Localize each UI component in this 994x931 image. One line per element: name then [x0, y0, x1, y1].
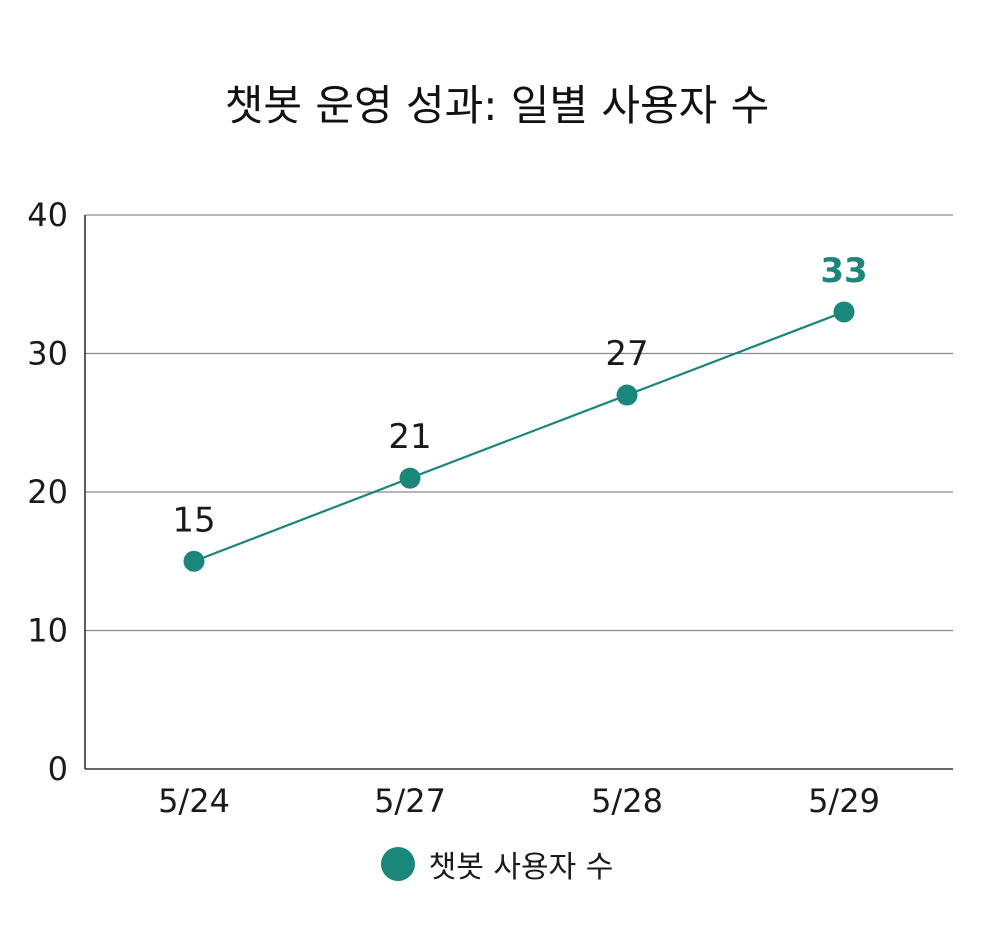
x-tick-label: 5/29	[808, 782, 880, 820]
y-tick-label: 10	[27, 612, 68, 650]
y-tick-label: 20	[27, 473, 68, 511]
x-tick-label: 5/27	[374, 782, 446, 820]
y-tick-label: 0	[48, 750, 68, 788]
data-point	[616, 384, 638, 406]
data-point	[399, 467, 421, 489]
legend-marker	[380, 847, 415, 881]
legend-label: 챗봇 사용자 수	[428, 850, 614, 885]
label-layer: 0 10 20 30 40 5/24 5/27 5/28 5/29 15 21 27 33	[27, 196, 880, 820]
data-point	[833, 301, 855, 323]
legend: 챗봇 사용자 수	[0, 842, 994, 886]
data-label: 27	[605, 334, 648, 374]
data-label: 33	[820, 251, 867, 291]
chart-title: 챗봇 운영 성과: 일별 사용자 수	[224, 81, 770, 130]
data-label: 15	[172, 500, 215, 540]
data-point	[183, 550, 205, 572]
x-tick-label: 5/24	[158, 782, 230, 820]
grid-layer	[85, 214, 953, 632]
axis-layer	[84, 215, 953, 770]
y-tick-label: 30	[27, 335, 68, 373]
y-tick-label: 40	[27, 196, 68, 234]
x-tick-label: 5/28	[591, 782, 663, 820]
series-line	[193, 310, 845, 563]
series-layer	[183, 301, 855, 572]
data-label: 21	[388, 417, 431, 457]
